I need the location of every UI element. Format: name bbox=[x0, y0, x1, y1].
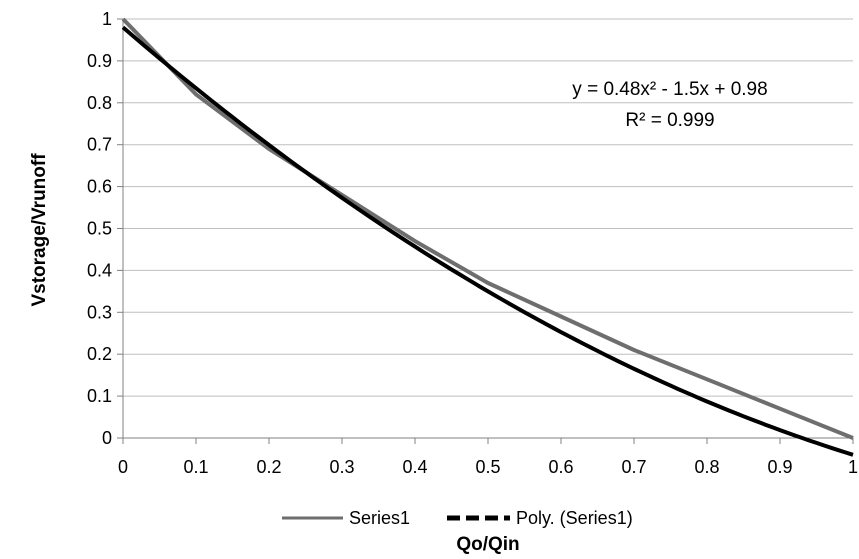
poly-trendline bbox=[121, 25, 854, 457]
tick-labels: 0 0.1 0.2 0.3 0.4 0.5 0.6 0.7 0.8 0.9 1 0 0.1 0.2 0.3 0… bbox=[87, 9, 858, 477]
plot-area bbox=[121, 17, 854, 457]
x-tick-label: 0.8 bbox=[694, 457, 719, 477]
x-tick-label: 0.7 bbox=[621, 457, 646, 477]
r-squared-label: R² = 0.999 bbox=[625, 110, 714, 131]
y-tick-label: 0.7 bbox=[87, 135, 112, 155]
x-tick-label: 0.2 bbox=[256, 457, 281, 477]
x-tick-label: 0.3 bbox=[329, 457, 354, 477]
x-tick-label: 0.4 bbox=[402, 457, 427, 477]
y-tick-label: 0.2 bbox=[87, 344, 112, 364]
y-tick-label: 0.3 bbox=[87, 302, 112, 322]
y-tick-label: 0.9 bbox=[87, 51, 112, 71]
x-tick-label: 0.5 bbox=[475, 457, 500, 477]
series1-line bbox=[121, 17, 854, 440]
gridlines bbox=[123, 18, 853, 397]
trendline-equation: y = 0.48x² - 1.5x + 0.98 bbox=[572, 79, 767, 100]
x-axis-title: Qo/Qin bbox=[456, 534, 519, 555]
y-tick-label: 0.5 bbox=[87, 219, 112, 239]
legend: Series1 Poly. (Series1) bbox=[282, 508, 633, 528]
y-axis-title: Vstorage/Vrunoff bbox=[29, 153, 50, 307]
legend-label-series1: Series1 bbox=[349, 508, 410, 528]
legend-label-poly: Poly. (Series1) bbox=[516, 508, 633, 528]
y-tick-label: 0.8 bbox=[87, 93, 112, 113]
y-tick-label: 1 bbox=[102, 9, 112, 29]
x-tick-label: 0.6 bbox=[548, 457, 573, 477]
x-tick-label: 0 bbox=[118, 457, 128, 477]
y-tick-label: 0.1 bbox=[87, 386, 112, 406]
y-tick-label: 0.6 bbox=[87, 177, 112, 197]
x-tick-label: 0.9 bbox=[767, 457, 792, 477]
axes bbox=[117, 18, 854, 444]
y-tick-label: 0.4 bbox=[87, 260, 112, 280]
x-tick-label: 0.1 bbox=[183, 457, 208, 477]
y-tick-label: 0 bbox=[102, 428, 112, 448]
x-tick-label: 1 bbox=[848, 457, 858, 477]
